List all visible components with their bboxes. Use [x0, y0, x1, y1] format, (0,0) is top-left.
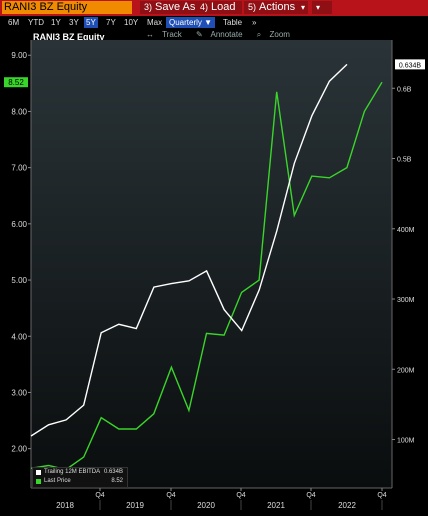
- zoom-tool[interactable]: ⌕ Zoom: [257, 30, 296, 39]
- legend-value-ebitda: 0.634B: [103, 469, 123, 475]
- x-axis-year-label: 2021: [267, 501, 285, 510]
- left-axis-tick-label: 8.00: [11, 107, 27, 116]
- x-axis-year-label: 2020: [197, 501, 215, 510]
- x-axis-year-label: 2019: [126, 501, 144, 510]
- right-axis-tick-label: 300M: [397, 297, 415, 304]
- annotate-tool[interactable]: ✎ Annotate: [196, 30, 249, 39]
- left-axis-tick-label: 2.00: [11, 445, 27, 454]
- left-axis-tick-label: 4.00: [11, 332, 27, 341]
- track-tool[interactable]: ↔ Track: [146, 30, 188, 39]
- last-ebitda-tag-label: 0.634B: [399, 62, 422, 69]
- right-axis-tick-label: 400M: [397, 227, 415, 234]
- left-axis-tick-label: 6.00: [11, 220, 27, 229]
- range-5y[interactable]: 5Y: [84, 17, 98, 28]
- legend-value-price: 8.52: [111, 478, 123, 484]
- legend-name-ebitda: Trailing 12M EBITDA: [44, 469, 101, 475]
- track-icon: ↔: [146, 30, 154, 39]
- extra-dropdown-icon: ▾: [316, 3, 321, 12]
- legend-row-ebitda: Trailing 12M EBITDA 0.634B: [33, 468, 127, 477]
- range-7y[interactable]: 7Y: [106, 18, 116, 27]
- series-line-trailing-ebitda: [30, 63, 348, 437]
- x-axis-quarter-label: Q4: [306, 492, 315, 499]
- range-bar: 6M YTD 1Y 3Y 5Y 7Y 10Y Max Quarterly ▼ T…: [0, 16, 428, 28]
- series-line-last-price: [30, 81, 383, 471]
- plot-background: [31, 40, 392, 488]
- save-as-label: Save As: [155, 1, 196, 13]
- x-axis-quarter-label: Q4: [377, 492, 386, 499]
- period-dropdown-icon: ▼: [204, 18, 213, 27]
- save-as-button[interactable]: 3) Save As: [140, 1, 202, 14]
- x-axis-quarter-label: Q4: [95, 492, 104, 499]
- zoom-icon: ⌕: [256, 30, 262, 39]
- legend-swatch-price: [36, 479, 41, 484]
- range-1y[interactable]: 1Y: [51, 18, 61, 27]
- more-button[interactable]: »: [252, 18, 257, 27]
- load-label: Load: [211, 1, 236, 13]
- legend-swatch-ebitda: [36, 470, 41, 475]
- range-10y[interactable]: 10Y: [124, 18, 139, 27]
- extra-menu-button[interactable]: ▾: [312, 1, 332, 14]
- left-axis-tick-label: 9.00: [11, 51, 27, 60]
- chart-legend: Trailing 12M EBITDA 0.634B Last Price 8.…: [32, 467, 128, 488]
- range-3y[interactable]: 3Y: [69, 18, 79, 27]
- load-button[interactable]: 4) Load: [196, 1, 242, 14]
- legend-row-price: Last Price 8.52: [33, 477, 127, 486]
- period-label: Quarterly: [169, 18, 202, 27]
- left-axis-tick-label: 7.00: [11, 164, 27, 173]
- track-label: Track: [162, 30, 182, 39]
- x-axis-quarter-label: Q4: [166, 492, 175, 499]
- save-as-number-icon: 3): [144, 2, 153, 12]
- last-price-tag-label: 8.52: [8, 78, 24, 87]
- right-axis-tick-label: 100M: [397, 438, 415, 445]
- last-ebitda-tag: [395, 59, 425, 70]
- range-6m[interactable]: 6M: [8, 18, 20, 27]
- right-axis-tick-label: 0.6B: [397, 86, 412, 93]
- legend-name-price: Last Price: [44, 478, 71, 484]
- range-max[interactable]: Max: [147, 18, 163, 27]
- annotate-icon: ✎: [196, 30, 203, 39]
- x-axis-quarter-label: Q4: [236, 492, 245, 499]
- left-axis-tick-label: 5.00: [11, 276, 27, 285]
- annotate-label: Annotate: [210, 30, 243, 39]
- zoom-label: Zoom: [269, 30, 290, 39]
- chart-tools: ↔ Track ✎ Annotate ⌕ Zoom: [146, 29, 302, 40]
- load-number-icon: 4): [200, 2, 209, 12]
- right-axis-tick-label: 200M: [397, 367, 415, 374]
- actions-button[interactable]: 5) Actions ▾: [244, 1, 308, 14]
- right-axis-tick-label: 0.5B: [397, 157, 412, 164]
- chart-title: RANI3 BZ Equity: [33, 32, 105, 42]
- top-toolbar: RANI3 BZ Equity 3) Save As 4) Load 5) Actio…: [0, 0, 428, 16]
- actions-dropdown-icon: ▾: [300, 3, 305, 12]
- x-axis-year-label: 2022: [338, 501, 356, 510]
- period-select[interactable]: Quarterly ▼: [166, 17, 216, 28]
- table-button[interactable]: Table: [223, 18, 243, 27]
- actions-number-icon: 5): [248, 2, 257, 12]
- x-axis-year-label: 2018: [56, 501, 74, 510]
- ticker-field[interactable]: RANI3 BZ Equity: [2, 1, 132, 14]
- range-ytd[interactable]: YTD: [28, 18, 44, 27]
- last-price-tag: [4, 77, 28, 88]
- left-axis-tick-label: 3.00: [11, 388, 27, 397]
- actions-label: Actions: [259, 1, 296, 13]
